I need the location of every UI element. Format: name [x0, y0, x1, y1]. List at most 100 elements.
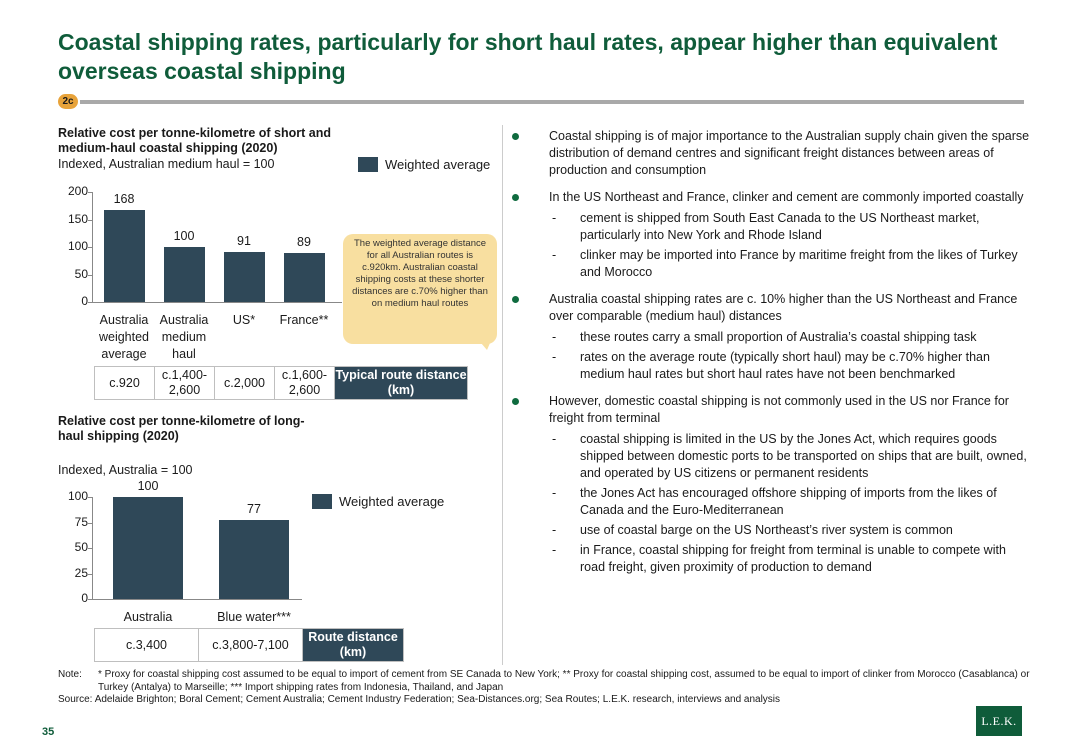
y-tick-label: 0 — [81, 591, 88, 605]
y-tick-label: 150 — [67, 211, 88, 226]
y-tick-mark — [88, 497, 92, 498]
bullet-text: Coastal shipping is of major importance … — [549, 129, 1030, 177]
bar — [163, 247, 205, 302]
bullet-dot-icon — [512, 194, 519, 201]
callout-tail — [475, 336, 493, 350]
x-category-label: Australia medium haul — [159, 313, 209, 361]
bullet-item: Coastal shipping is of major importance … — [512, 128, 1032, 179]
y-tick-mark — [88, 522, 92, 524]
bullet-item: In the US Northeast and France, clinker … — [512, 189, 1032, 206]
chart1-title: Relative cost per tonne-kilometre of sho… — [58, 126, 331, 155]
bullet-list: Coastal shipping is of major importance … — [512, 128, 1032, 576]
y-tick-mark — [88, 302, 92, 303]
dash-icon: - — [552, 432, 557, 446]
chart2-y-axis — [92, 497, 93, 599]
bar — [219, 520, 289, 599]
y-tick-label: 50 — [74, 540, 88, 554]
y-tick-label: 100 — [67, 489, 88, 503]
y-tick-mark — [88, 573, 92, 575]
sub-bullet-item: - cement is shipped from South East Canad… — [512, 210, 1032, 244]
sub-bullet-text: the Jones Act has encouraged offshore sh… — [580, 486, 997, 517]
y-tick-label: 0 — [81, 294, 88, 308]
y-tick-label: 100 — [67, 239, 88, 253]
bar-value-label: 100 — [137, 479, 159, 493]
sub-bullet-item: - rates on the average route (typically s… — [512, 349, 1032, 383]
sub-bullet-text: clinker may be imported into France by m… — [580, 248, 1018, 279]
dash-icon: - — [552, 350, 557, 364]
bar — [283, 253, 325, 302]
chart1-legend: Weighted average — [358, 157, 490, 172]
chart2-legend-label: Weighted average — [339, 494, 445, 509]
bar-value-label: 89 — [297, 235, 311, 250]
chart2-title: Relative cost per tonne-kilometre of lon… — [58, 414, 305, 443]
distance-cell: c.1,400-2,600 — [155, 367, 215, 399]
chart2-legend: Weighted average — [312, 494, 444, 509]
bullet-text: Australia coastal shipping rates are c. … — [549, 292, 1018, 323]
bullet-dot-icon — [512, 296, 519, 303]
bar-value-label: 91 — [237, 233, 251, 248]
distance-header: Route distance (km) — [303, 629, 403, 661]
column-divider — [502, 125, 503, 665]
page-number: 35 — [42, 726, 55, 738]
x-category-label: Australia — [123, 610, 173, 624]
dash-icon: - — [552, 523, 557, 537]
bullet-item: However, domestic coastal shipping is no… — [512, 393, 1032, 427]
dash-icon: - — [552, 211, 557, 225]
y-tick-mark — [88, 247, 92, 248]
bar-value-label: 100 — [173, 229, 195, 243]
dash-icon: - — [552, 543, 557, 557]
y-tick-mark — [88, 599, 92, 600]
title-divider — [80, 100, 1024, 104]
source-text: Source: Adelaide Brighton; Boral Cement;… — [58, 694, 781, 705]
bar-value-label: 168 — [113, 191, 135, 206]
note-text: * Proxy for coastal shipping cost assume… — [98, 669, 1030, 693]
sub-bullet-text: rates on the average route (typically sh… — [580, 350, 990, 381]
y-tick-label: 75 — [74, 514, 88, 529]
chart1-subtitle: Indexed, Australian medium haul = 100 — [58, 157, 275, 171]
distance-cell: c.1,600-2,600 — [275, 367, 335, 399]
distance-header: Typical route distance (km) — [335, 367, 467, 399]
bar — [103, 209, 145, 302]
y-tick-mark — [88, 274, 92, 276]
sub-bullet-item: - coastal shipping is limited in the US b… — [512, 431, 1032, 482]
bar-value-label: 77 — [247, 502, 261, 517]
callout-note: The weighted average distance for all Au… — [343, 234, 497, 344]
distance-cell: c.3,400 — [95, 629, 199, 661]
bullet-dot-icon — [512, 133, 519, 140]
bullet-dot-icon — [512, 398, 519, 405]
y-tick-mark — [88, 548, 92, 549]
sub-bullet-text: coastal shipping is limited in the US by… — [580, 432, 1027, 480]
y-tick-label: 50 — [74, 266, 88, 281]
bullet-text: However, domestic coastal shipping is no… — [549, 394, 1009, 425]
sub-bullet-text: in France, coastal shipping for freight … — [580, 543, 1006, 574]
dash-icon: - — [552, 330, 557, 344]
chart1-distance-table: c.920 c.1,400-2,600 c.2,000 c.1,600-2,60… — [94, 366, 468, 400]
footnotes: Note: * Proxy for coastal shipping cost … — [58, 669, 1048, 707]
y-tick-label: 200 — [67, 184, 88, 198]
y-tick-label: 25 — [74, 565, 88, 580]
chart1-y-axis — [92, 192, 93, 302]
bar — [113, 497, 183, 599]
y-tick-mark — [88, 192, 92, 193]
sub-bullet-item: - these routes carry a small proportion o… — [512, 329, 1032, 346]
section-tag-badge: 2c — [58, 94, 78, 109]
page-title: Coastal shipping rates, particularly for… — [58, 29, 998, 84]
legend-swatch — [312, 494, 332, 509]
dash-icon: - — [552, 486, 557, 500]
note-label: Note: — [58, 669, 82, 680]
chart2-x-axis — [92, 599, 302, 600]
sub-bullet-text: these routes carry a small proportion of… — [580, 330, 977, 344]
sub-bullet-item: - clinker may be imported into France by … — [512, 247, 1032, 281]
dash-icon: - — [552, 248, 557, 262]
sub-bullet-text: cement is shipped from South East Canada… — [580, 211, 980, 242]
y-tick-mark — [88, 219, 92, 221]
sub-bullet-item: - in France, coastal shipping for freight… — [512, 542, 1032, 576]
sub-bullet-item: - use of coastal barge on the US Northeas… — [512, 522, 1032, 539]
sub-bullet-item: - the Jones Act has encouraged offshore s… — [512, 485, 1032, 519]
distance-cell: c.3,800-7,100 — [199, 629, 303, 661]
bullet-item: Australia coastal shipping rates are c. … — [512, 291, 1032, 325]
chart1-legend-label: Weighted average — [385, 157, 491, 172]
x-category-label: Australia weighted average — [98, 313, 150, 361]
distance-cell: c.920 — [95, 367, 155, 399]
x-category-label: US* — [232, 313, 256, 327]
